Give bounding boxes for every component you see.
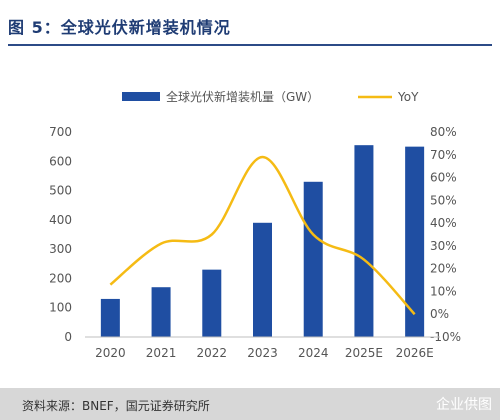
x-tick-label: 2026E	[396, 346, 434, 360]
y-tick-label: 300	[49, 242, 72, 256]
y-tick-label: 500	[49, 184, 72, 198]
y-tick-label: 100	[49, 301, 72, 315]
x-tick-label: 2025E	[345, 346, 383, 360]
legend-line-label: YoY	[397, 90, 419, 104]
legend-bar-swatch	[122, 92, 160, 101]
watermark: 企业供图	[436, 397, 492, 413]
legend: 全球光伏新增装机量（GW） YoY	[122, 89, 419, 104]
bar	[354, 145, 374, 337]
x-tick-label: 2024	[298, 346, 329, 360]
y2-tick-label: 30%	[430, 239, 457, 253]
y2-tick-label: 40%	[430, 216, 457, 230]
y2-tick-label: 70%	[430, 148, 457, 162]
bar	[253, 222, 272, 337]
y2-tick-label: 10%	[430, 284, 457, 298]
y-tick-label: 600	[49, 154, 72, 168]
bar	[100, 298, 120, 337]
y-tick-label: 0	[64, 330, 72, 344]
x-tick-label: 2020	[95, 346, 126, 360]
y2-tick-label: -10%	[430, 330, 461, 344]
title-divider	[8, 44, 492, 46]
y2-tick-label: 80%	[430, 125, 457, 139]
plot-area: 0 100 200 300 400 500 600 700 -10% 0% 10% 20% 30% 40%…	[49, 125, 461, 360]
y2-tick-label: 50%	[430, 193, 457, 207]
x-tick-label: 2021	[146, 346, 177, 360]
x-tick-label: 2022	[197, 346, 228, 360]
legend-bar-label: 全球光伏新增装机量（GW）	[166, 89, 319, 104]
source-note: 资料来源：BNEF，国元证券研究所	[22, 399, 210, 413]
y-tick-label: 700	[49, 125, 72, 139]
y-tick-label: 200	[49, 271, 72, 285]
yoy-line	[109, 155, 416, 316]
bar	[405, 146, 425, 337]
chart: 全球光伏新增装机量（GW） YoY 0 100 200 300 400 500 600 700…	[49, 89, 461, 360]
x-tick-label: 2023	[247, 346, 278, 360]
bar	[151, 287, 171, 337]
y2-tick-label: 60%	[430, 171, 457, 185]
y2-tick-label: 0%	[430, 307, 449, 321]
y2-tick-label: 20%	[430, 262, 457, 276]
bar	[303, 181, 323, 337]
chart-title: 图 5：全球光伏新增装机情况	[8, 18, 231, 37]
y-tick-label: 400	[49, 213, 72, 227]
bar	[202, 269, 222, 337]
footer-bar: 资料来源：BNEF，国元证券研究所 企业供图	[0, 388, 500, 420]
